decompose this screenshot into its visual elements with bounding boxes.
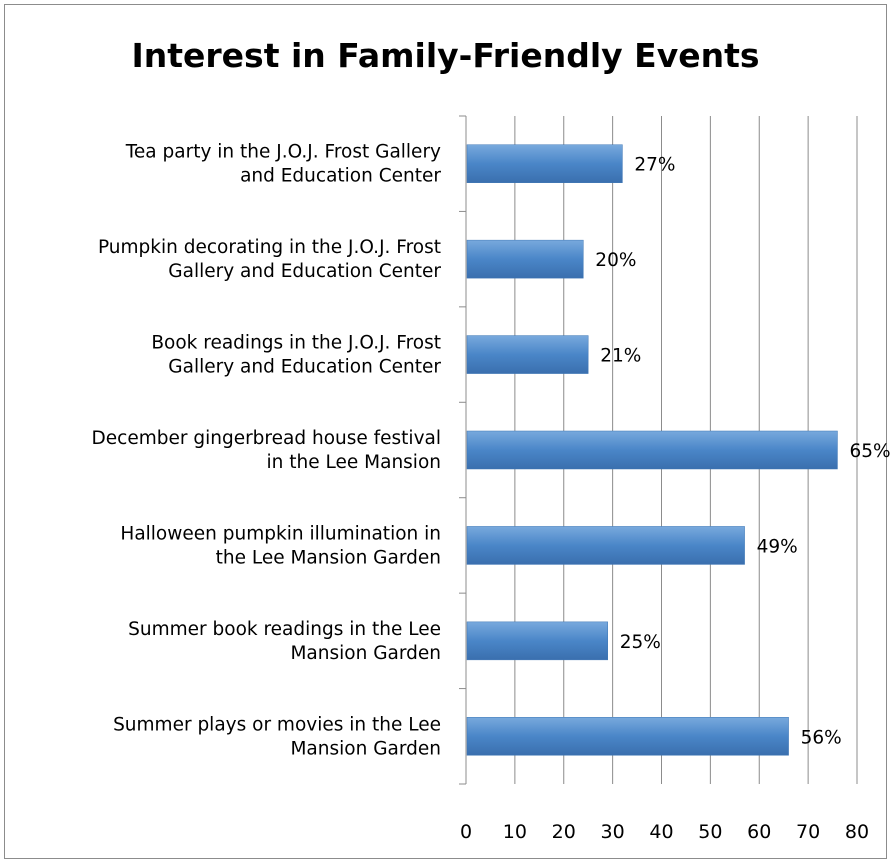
category-label-line: Summer book readings in the Lee — [128, 619, 441, 640]
category-label: Summer plays or movies in the Lee Mansion… — [113, 714, 441, 759]
data-label: 65% — [849, 441, 890, 462]
category-label-line: Mansion Garden — [290, 643, 441, 664]
category-label-line: the Lee Mansion Garden — [216, 547, 441, 568]
bar — [466, 621, 608, 661]
category-label-line: Summer plays or movies in the Lee — [113, 714, 441, 735]
x-tick-label: 50 — [698, 821, 722, 843]
data-label: 21% — [600, 346, 641, 367]
category-label: Halloween pumpkin illumination in the Lee… — [120, 523, 441, 568]
bar — [466, 335, 589, 374]
category-label-line: Gallery and Education Center — [168, 261, 441, 282]
x-tick-label: 20 — [552, 821, 576, 843]
bar — [466, 144, 623, 183]
y-axis — [459, 115, 467, 785]
chart-title: Interest in Family-Friendly Events — [131, 36, 760, 75]
category-label-line: Book readings in the J.O.J. Frost — [151, 333, 441, 354]
category-label-line: Mansion Garden — [290, 738, 441, 759]
labels: 0 10 20 30 40 50 60 70 80 27% Tea party in the J.O… — [92, 142, 891, 843]
category-label: Pumpkin decorating in the J.O.J. Frost Ga… — [98, 237, 441, 282]
bar — [466, 526, 745, 565]
category-label-line: Halloween pumpkin illumination in — [120, 523, 441, 544]
category-label-line: Gallery and Education Center — [168, 357, 441, 378]
x-tick-label: 70 — [796, 821, 820, 843]
category-label-line: Pumpkin decorating in the J.O.J. Frost — [98, 237, 441, 258]
category-label-line: and Education Center — [240, 166, 441, 187]
category-label: Tea party in the J.O.J. Frost Gallery and… — [125, 142, 442, 187]
x-tick-label: 10 — [503, 821, 527, 843]
category-label-line: in the Lee Mansion — [267, 452, 441, 473]
bar — [466, 430, 838, 470]
x-tick-label: 80 — [845, 821, 869, 843]
data-label: 56% — [801, 727, 842, 748]
x-tick-label: 40 — [649, 821, 673, 843]
category-label-line: Tea party in the J.O.J. Frost Gallery — [125, 142, 441, 163]
category-label: Summer book readings in the Lee Mansion G… — [128, 619, 441, 664]
data-label: 27% — [634, 155, 675, 176]
bars — [466, 144, 838, 756]
data-label: 25% — [620, 632, 661, 653]
x-tick-label: 0 — [460, 821, 472, 843]
bar — [466, 717, 789, 756]
x-tick-label: 30 — [601, 821, 625, 843]
data-label: 20% — [595, 250, 636, 271]
category-label: Book readings in the J.O.J. Frost Gallery… — [151, 333, 441, 378]
category-label: December gingerbread house festival in th… — [92, 428, 441, 473]
category-label-line: December gingerbread house festival — [92, 428, 441, 449]
bar — [466, 239, 584, 279]
x-tick-label: 60 — [747, 821, 771, 843]
data-label: 49% — [757, 536, 798, 557]
